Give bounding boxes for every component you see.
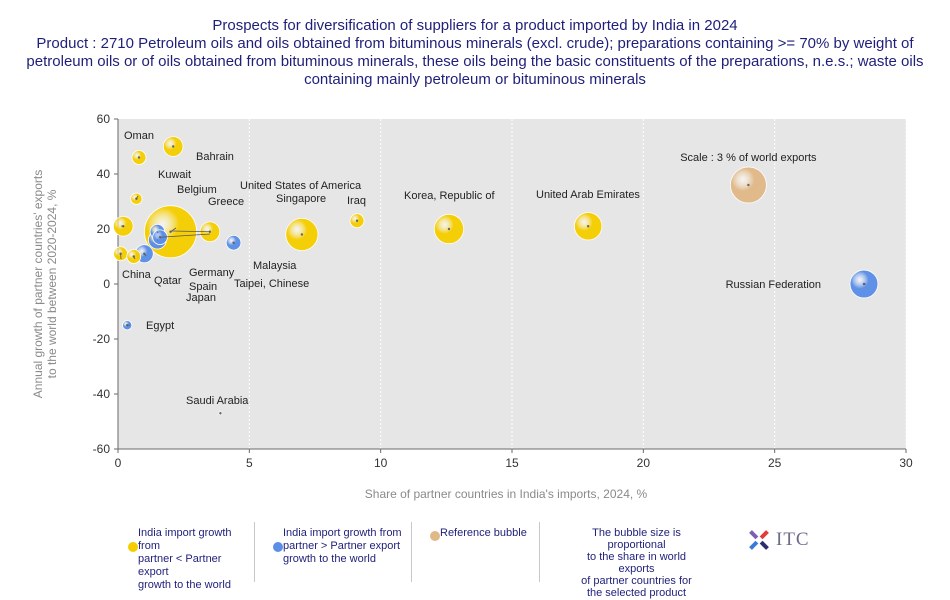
legend: India import growth from partner < Partn… <box>110 522 705 599</box>
point-label: Spain <box>189 281 217 293</box>
x-tick-label: 5 <box>246 456 253 470</box>
legend-item-lower-growth: India import growth from partner < Partn… <box>110 522 255 591</box>
legend-item-higher-growth: India import growth from partner > Partn… <box>255 522 412 582</box>
x-tick-label: 25 <box>768 456 782 470</box>
point-label: Malaysia <box>253 260 297 272</box>
point-label: China <box>122 269 152 281</box>
y-tick-label: 20 <box>97 222 111 236</box>
leader-line <box>133 256 136 260</box>
itc-logo-text: ITC <box>776 529 810 550</box>
chart-title-block: Prospects for diversification of supplie… <box>0 17 950 89</box>
leader-line <box>136 195 139 199</box>
y-axis-title-line: Annual growth of partner countries' expo… <box>31 170 45 398</box>
x-tick-label: 0 <box>115 456 122 470</box>
bubble-center-dot <box>447 227 451 231</box>
point-label: Singapore <box>276 193 326 205</box>
bubble-center-dot <box>122 225 125 228</box>
y-tick-label: 0 <box>103 277 110 291</box>
legend-note-line: the selected product <box>586 587 687 599</box>
point-label: United Arab Emirates <box>536 189 640 201</box>
point-label: Belgium <box>177 184 217 196</box>
point-label: Qatar <box>154 275 182 287</box>
point-label: United States of America <box>240 180 362 192</box>
leader-line <box>157 231 159 234</box>
x-tick-label: 30 <box>899 456 913 470</box>
point-label: Russian Federation <box>726 279 821 291</box>
itc-logo-icon <box>749 530 769 550</box>
x-axis-title: Share of partner countries in India's im… <box>365 487 648 501</box>
bubble-center-dot <box>219 412 222 415</box>
legend-note-line: to the share in world exports <box>586 551 687 575</box>
leader-line <box>143 253 147 257</box>
point-label: Korea, Republic of <box>404 190 495 202</box>
point-label: Saudi Arabia <box>186 395 249 407</box>
chart-subtitle: Product : 2710 Petroleum oils and oils o… <box>26 35 924 88</box>
bubble-center-dot <box>586 225 590 228</box>
y-axis-title-line: to the world between 2020-2024, % <box>45 189 59 378</box>
y-tick-label: 60 <box>97 112 111 126</box>
bubble-center-dot <box>171 145 175 148</box>
bubble-center-dot <box>300 233 304 236</box>
y-tick-label: -20 <box>93 332 111 346</box>
legend-item-reference: Reference bubble <box>412 522 540 582</box>
point-label: Kuwait <box>158 169 191 181</box>
legend-reference-dot <box>430 531 440 541</box>
y-tick-label: 40 <box>97 167 111 181</box>
x-tick-label: 10 <box>374 456 388 470</box>
chart-title: Prospects for diversification of supplie… <box>212 17 738 34</box>
point-label: Japan <box>186 292 216 304</box>
legend-note-line: of partner countries for <box>581 575 692 587</box>
y-axis-title: Annual growth of partner countries' expo… <box>31 170 59 398</box>
x-tick-label: 15 <box>505 456 519 470</box>
bubble-center-dot <box>355 219 359 222</box>
y-tick-label: -60 <box>93 442 111 456</box>
legend-label-line: India import growth from <box>138 527 232 552</box>
point-label: Egypt <box>146 320 174 332</box>
point-label: Taipei, Chinese <box>234 278 309 290</box>
point-label: Oman <box>124 130 154 142</box>
point-label: Bahrain <box>196 151 234 163</box>
plot-area: 0 5 10 15 20 25 30 -60 -40 -20 0 20 40 60 Share of par… <box>31 112 913 501</box>
bubble-center-dot <box>137 156 141 159</box>
legend-label-line: partner > Partner export <box>283 540 401 552</box>
point-label: Greece <box>208 196 244 208</box>
point-label: Iraq <box>347 195 366 207</box>
leader-line <box>171 230 210 233</box>
legend-blue-dot <box>273 542 283 552</box>
legend-label-line: growth to the world <box>283 553 376 565</box>
legend-label-line: growth to the world <box>138 579 231 591</box>
legend-yellow-dot <box>128 542 138 552</box>
y-tick-label: -40 <box>93 387 111 401</box>
bubble-center-dot <box>747 183 750 187</box>
legend-label-line: India import growth from <box>283 527 402 539</box>
leader-line <box>160 233 211 238</box>
legend-size-note: The bubble size is proportional to the s… <box>540 522 705 599</box>
reference-bubble-label: Scale : 3 % of world exports <box>680 152 817 164</box>
leader-line <box>170 227 177 233</box>
legend-note-line: The bubble size is proportional <box>592 527 681 551</box>
legend-label-line: partner < Partner export <box>138 553 222 578</box>
x-tick-label: 20 <box>637 456 651 470</box>
itc-logo: ITC <box>746 527 810 553</box>
point-label: Germany <box>189 267 235 279</box>
legend-label-line: Reference bubble <box>440 527 527 539</box>
